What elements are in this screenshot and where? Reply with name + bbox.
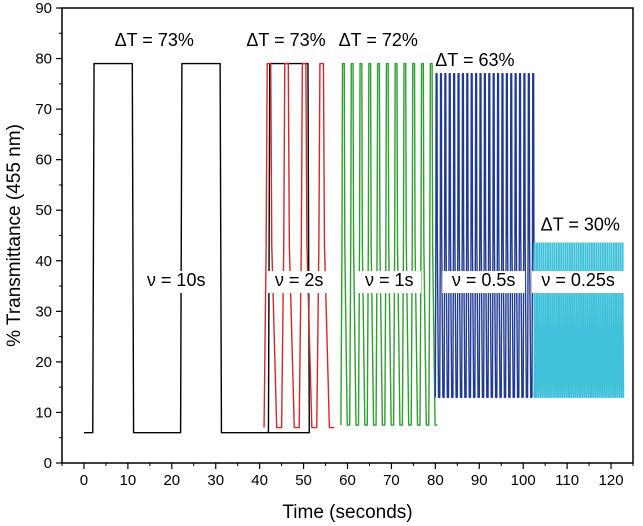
delta-t-annotation: ΔT = 30% [541, 214, 620, 234]
y-tick-label: 0 [44, 455, 52, 472]
x-tick-label: 120 [599, 472, 624, 489]
annotation-background [357, 271, 422, 294]
tick-layer: 0 10 20 30 40 50 60 70 80 90 100 110 120 0 10 20 30 40 50 6… [35, 0, 634, 489]
x-tick-label: 90 [471, 472, 488, 489]
x-tick-label: 100 [511, 472, 536, 489]
frequency-annotation: ν = 1s [365, 270, 414, 290]
y-tick-label: 70 [35, 101, 52, 118]
annotation-layer: ΔT = 73% ΔT = 73% ΔT = 72% ΔT = 63% ΔT = 30%… [115, 30, 625, 294]
delta-t-annotation: ΔT = 73% [115, 30, 194, 50]
x-axis-title: Time (seconds) [282, 502, 412, 523]
x-tick-label: 20 [163, 472, 180, 489]
annotation-background [139, 271, 213, 294]
series-line-2 [263, 62, 335, 429]
delta-t-annotation: ΔT = 72% [339, 30, 418, 50]
x-tick-label: 70 [383, 472, 400, 489]
y-tick-label: 80 [35, 51, 52, 68]
x-tick-label: 50 [295, 472, 312, 489]
y-tick-label: 50 [35, 202, 52, 219]
series-layer [83, 62, 625, 434]
delta-t-annotation: ΔT = 63% [435, 50, 514, 70]
annotation-background [267, 271, 331, 294]
x-tick-label: 30 [207, 472, 224, 489]
series-line-3 [340, 62, 438, 426]
y-tick-label: 90 [35, 0, 52, 17]
y-axis-title: % Transmittance (455 nm) [4, 124, 25, 347]
frequency-annotation: ν = 0.5s [452, 270, 516, 290]
x-tick-label: 110 [555, 472, 579, 489]
series-line-5 [533, 242, 625, 398]
frequency-annotation: ν = 10s [147, 270, 206, 290]
frequency-annotation: ν = 0.25s [541, 270, 615, 290]
x-tick-label: 10 [120, 472, 137, 489]
frequency-annotation: ν = 2s [275, 270, 324, 290]
x-tick-label: 60 [339, 472, 356, 489]
y-tick-label: 40 [35, 253, 52, 270]
y-tick-label: 30 [35, 303, 52, 320]
y-tick-label: 10 [35, 404, 52, 421]
annotation-background [531, 271, 625, 294]
x-tick-label: 0 [80, 472, 88, 489]
series-line-4 [434, 73, 537, 398]
y-tick-label: 20 [35, 354, 52, 371]
annotation-background [442, 271, 526, 294]
y-tick-label: 60 [35, 152, 52, 169]
x-tick-label: 40 [251, 472, 268, 489]
x-tick-label: 80 [427, 472, 444, 489]
delta-t-annotation: ΔT = 73% [246, 30, 325, 50]
